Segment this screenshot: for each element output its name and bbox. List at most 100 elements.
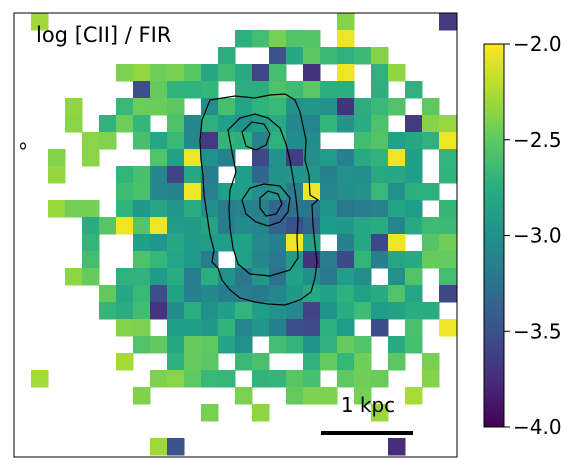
heatmap-cell: [252, 268, 270, 286]
heatmap-cell: [303, 251, 321, 269]
heatmap-cell: [405, 115, 423, 133]
heatmap-cell: [133, 285, 151, 303]
heatmap-cell: [201, 166, 219, 184]
heatmap-cell: [286, 319, 304, 337]
heatmap-cell: [201, 353, 219, 371]
heatmap-cell: [388, 149, 406, 167]
heatmap-cell: [303, 370, 321, 388]
heatmap-cell: [116, 353, 134, 371]
heatmap-cell: [303, 115, 321, 133]
heatmap-cell: [405, 336, 423, 354]
heatmap-cell: [184, 217, 202, 235]
heatmap-cell: [116, 268, 134, 286]
heatmap-cell: [167, 302, 185, 320]
heatmap-cell: [320, 353, 338, 371]
heatmap-cell: [337, 98, 355, 116]
heatmap-cell: [82, 251, 100, 269]
heatmap-cell: [337, 251, 355, 269]
heatmap-cell: [150, 251, 168, 269]
heatmap-cell: [286, 302, 304, 320]
heatmap-cell: [218, 132, 236, 150]
heatmap-cell: [116, 302, 134, 320]
heatmap-cell: [133, 183, 151, 201]
heatmap-cell: [354, 200, 372, 218]
heatmap-cell: [167, 183, 185, 201]
heatmap-cell: [388, 268, 406, 286]
heatmap-cell: [235, 285, 253, 303]
plot-frame: [13, 12, 458, 458]
colorbar-tick-label: −3.5: [513, 319, 562, 343]
heatmap-cell: [371, 183, 389, 201]
heatmap-cell: [286, 30, 304, 48]
heatmap-cell: [116, 64, 134, 82]
heatmap-cell: [48, 200, 66, 218]
heatmap-cells: [31, 13, 457, 456]
heatmap-cell: [235, 30, 253, 48]
heatmap-cell: [184, 268, 202, 286]
scale-bar-label: 1 kpc: [341, 393, 395, 417]
heatmap-cell: [303, 268, 321, 286]
heatmap-cell: [354, 166, 372, 184]
heatmap-cell: [286, 166, 304, 184]
heatmap-cell: [167, 438, 185, 456]
heatmap-cell: [371, 200, 389, 218]
heatmap-cell: [201, 370, 219, 388]
heatmap-cell: [337, 115, 355, 133]
heatmap-cell: [252, 98, 270, 116]
heatmap-cell: [184, 64, 202, 82]
heatmap-cell: [303, 234, 321, 252]
heatmap-cell: [218, 64, 236, 82]
contour-middle: [227, 113, 299, 277]
heatmap-cell: [150, 217, 168, 235]
heatmap-cell: [201, 302, 219, 320]
heatmap-cell: [405, 81, 423, 99]
heatmap-cell: [422, 115, 440, 133]
heatmap-cell: [371, 234, 389, 252]
heatmap-cell: [388, 285, 406, 303]
heatmap-cell: [269, 268, 287, 286]
heatmap-cell: [65, 115, 83, 133]
heatmap-cell: [371, 285, 389, 303]
heatmap-cell: [150, 183, 168, 201]
heatmap-cell: [269, 217, 287, 235]
heatmap-cell: [31, 370, 49, 388]
heatmap-cell: [439, 13, 457, 31]
heatmap-cell: [269, 285, 287, 303]
heatmap-cell: [337, 47, 355, 65]
heatmap-cell: [320, 336, 338, 354]
heatmap-cell: [337, 370, 355, 388]
heatmap-cell: [218, 319, 236, 337]
heatmap-cell: [218, 183, 236, 201]
heatmap-cell: [269, 47, 287, 65]
heatmap-cell: [303, 166, 321, 184]
heatmap-cell: [150, 98, 168, 116]
heatmap-cell: [99, 302, 117, 320]
heatmap-cell: [116, 183, 134, 201]
heatmap-cell: [252, 183, 270, 201]
heatmap-cell: [201, 183, 219, 201]
heatmap-cell: [422, 234, 440, 252]
heatmap-cell: [405, 200, 423, 218]
heatmap-cell: [405, 132, 423, 150]
heatmap-cell: [354, 353, 372, 371]
heatmap-cell: [337, 13, 355, 31]
heatmap-cell: [320, 47, 338, 65]
heatmap-cell: [320, 319, 338, 337]
heatmap-cell: [201, 81, 219, 99]
heatmap-cell: [439, 166, 457, 184]
heatmap-cell: [337, 64, 355, 82]
heatmap-cell: [252, 353, 270, 371]
heatmap-cell: [371, 302, 389, 320]
heatmap-cell: [439, 285, 457, 303]
heatmap-cell: [99, 132, 117, 150]
heatmap-cell: [235, 336, 253, 354]
heatmap-cell: [303, 217, 321, 235]
heatmap-cell: [133, 234, 151, 252]
heatmap-cell: [133, 64, 151, 82]
heatmap-cell: [235, 217, 253, 235]
heatmap-cell: [354, 370, 372, 388]
heatmap-cell: [422, 132, 440, 150]
colorbar: −2.0 −2.5 −3.0 −3.5 −4.0: [483, 32, 562, 439]
heatmap-cell: [201, 200, 219, 218]
heatmap-cell: [167, 64, 185, 82]
